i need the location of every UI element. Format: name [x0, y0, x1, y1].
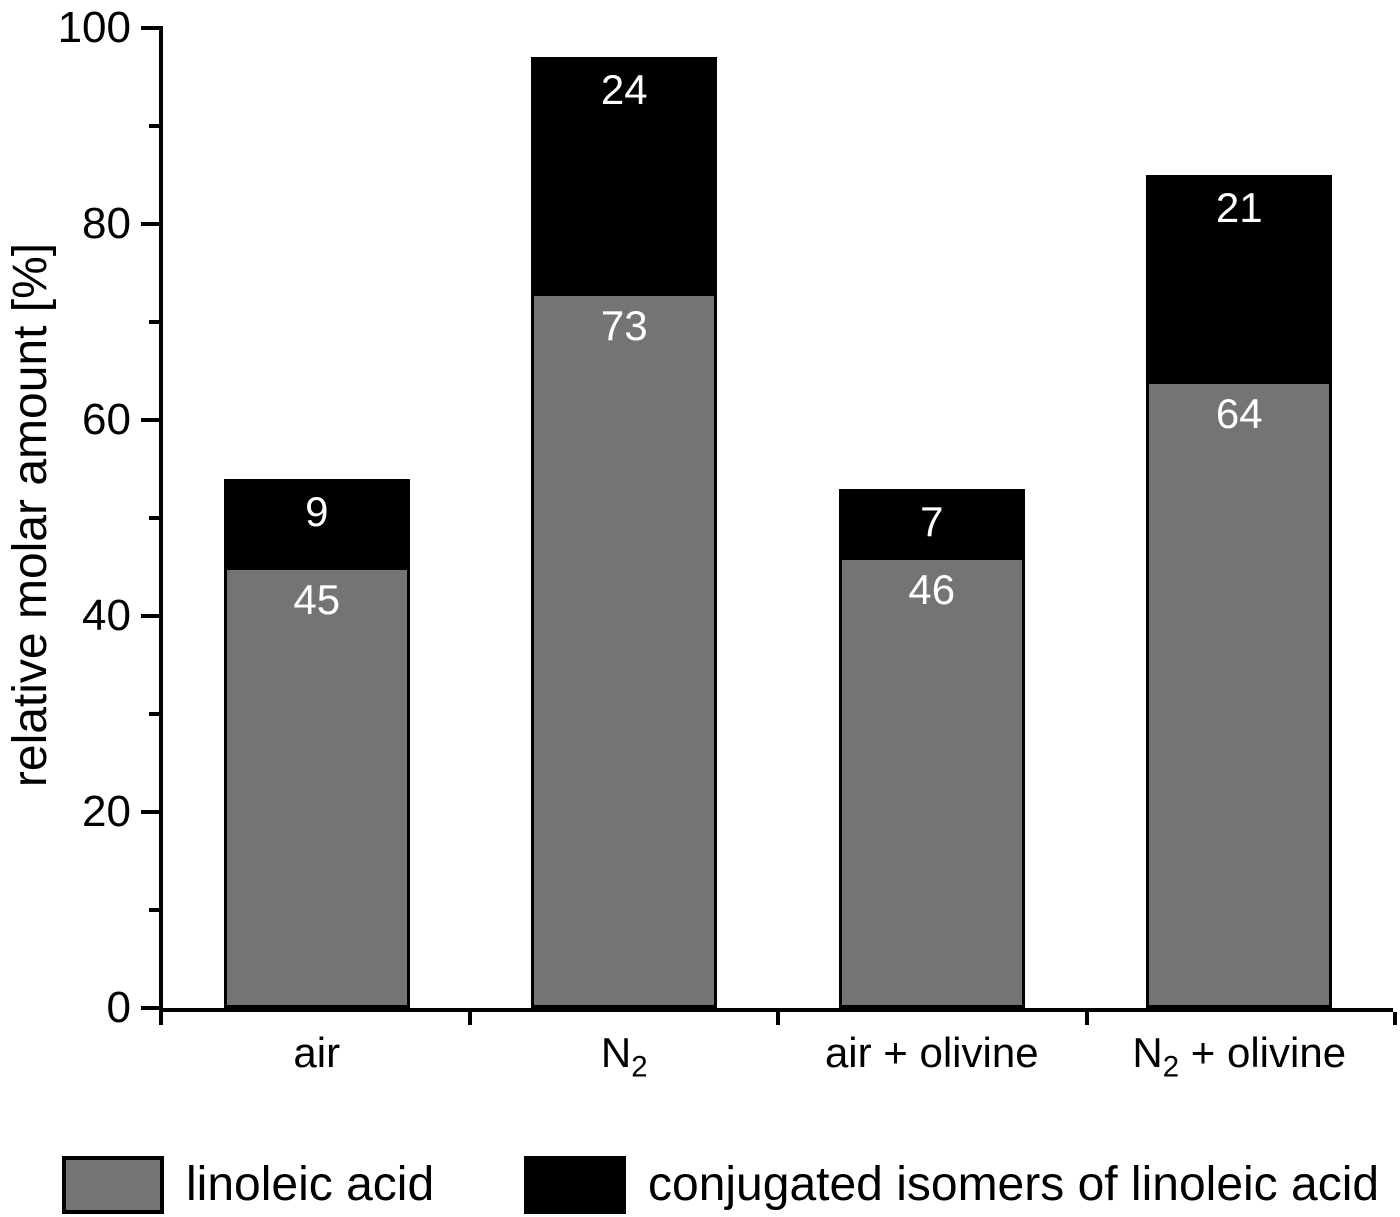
y-tick-label: 100 [57, 3, 131, 52]
y-tick-label: 60 [82, 395, 131, 444]
x-tick [1084, 1012, 1089, 1025]
legend-swatch-conjugated-isomers-of-linoleic-acid [524, 1156, 626, 1214]
x-tick-label-air: air [293, 1029, 341, 1076]
bar-value-label: 9 [305, 487, 329, 535]
bar-value-label: 46 [908, 566, 956, 614]
bar-value-label: 24 [600, 66, 648, 114]
y-minor-tick [149, 908, 159, 912]
bar-segment-conjugated-isomers-of-linoleic-acid [1146, 175, 1333, 381]
bar-segment-conjugated-isomers-of-linoleic-acid [838, 488, 1025, 558]
y-tick-label: 0 [106, 983, 131, 1032]
x-tick [1393, 1012, 1397, 1025]
y-minor-tick [149, 320, 159, 324]
legend-label: linoleic acid [186, 1158, 435, 1211]
bar-value-label: 64 [1215, 389, 1263, 437]
y-minor-tick [149, 712, 159, 716]
bar-value-label: 7 [920, 497, 944, 545]
legend: linoleic acid conjugated isomers of linol… [0, 1156, 1400, 1217]
y-major-tick [141, 810, 159, 814]
y-major-tick [141, 222, 159, 226]
bar-segment-conjugated-isomers-of-linoleic-acid [223, 478, 410, 567]
bar-value-label: 21 [1215, 184, 1263, 231]
y-minor-tick [149, 124, 159, 128]
bar-segment-linoleic-acid [531, 292, 718, 1008]
x-tick-label-n-olivine: N2 + olivine [1132, 1029, 1347, 1084]
y-major-tick [141, 614, 159, 618]
bar-segment-linoleic-acid [1146, 380, 1333, 1008]
x-tick-label-air-olivine: air + olivine [824, 1029, 1039, 1076]
x-tick-label-n: N2 [600, 1029, 648, 1084]
legend-swatch-linoleic-acid [62, 1156, 164, 1214]
x-axis [159, 1008, 1393, 1012]
y-tick-label: 20 [82, 787, 131, 836]
x-tick [776, 1012, 780, 1025]
bar-value-label: 45 [293, 576, 341, 623]
x-tick [467, 1012, 472, 1025]
bar-segment-conjugated-isomers-of-linoleic-acid [531, 57, 718, 293]
legend-label: conjugated isomers of linoleic acid [648, 1158, 1380, 1211]
y-major-tick [141, 1006, 159, 1010]
y-tick-label: 80 [82, 199, 131, 248]
y-axis [159, 26, 163, 1012]
bar-segment-linoleic-acid [223, 567, 410, 1008]
x-tick [159, 1012, 163, 1025]
y-major-tick [141, 418, 159, 422]
bar-segment-linoleic-acid [838, 557, 1025, 1008]
y-minor-tick [149, 516, 159, 520]
bar-value-label: 73 [600, 301, 648, 349]
y-major-tick [141, 26, 159, 30]
y-tick-label: 40 [82, 591, 131, 640]
